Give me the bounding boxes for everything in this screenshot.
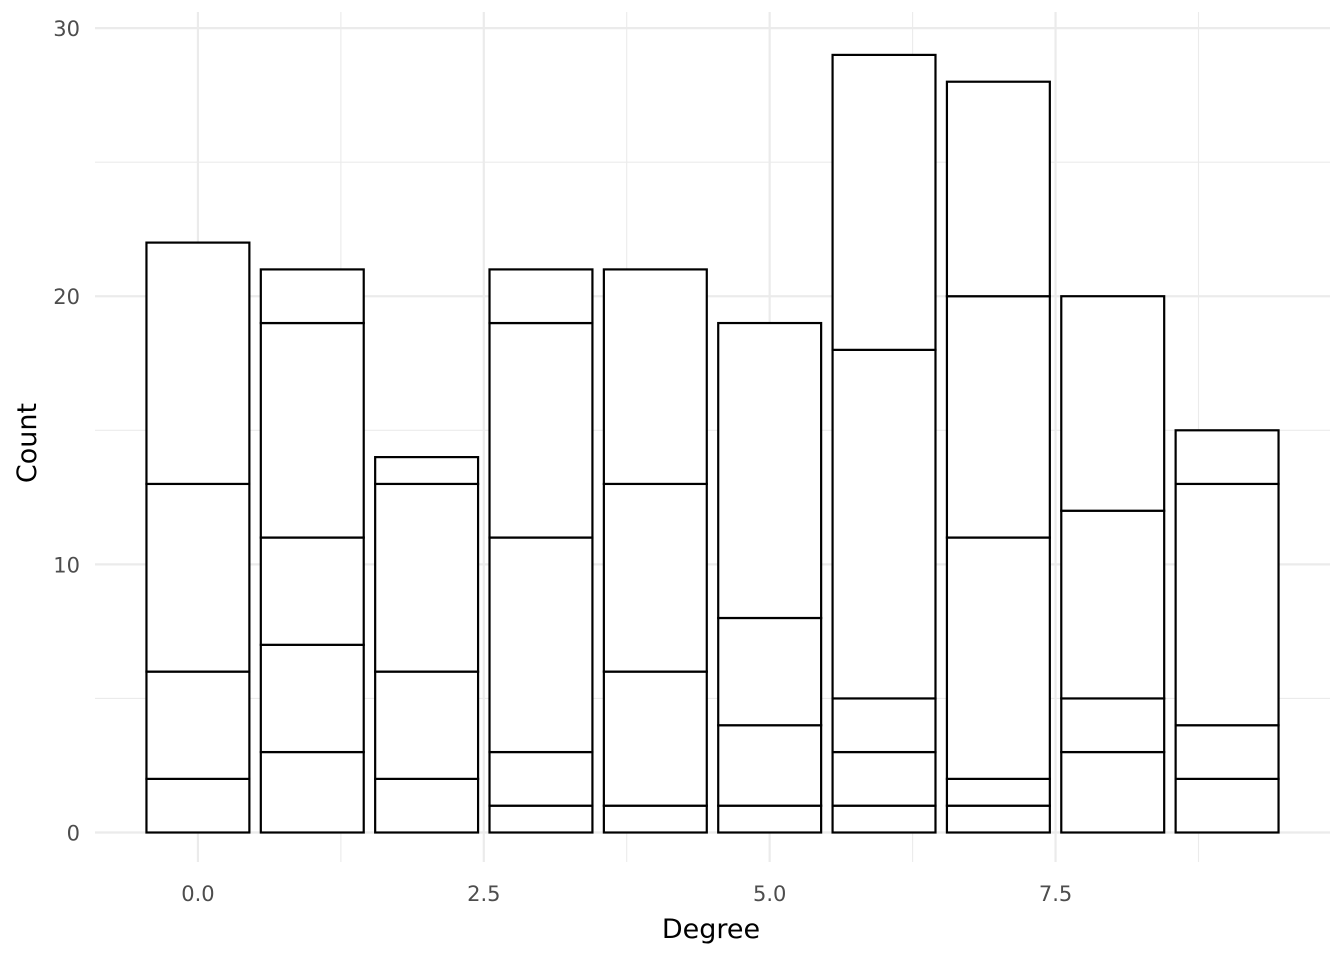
y-axis-title: Count [12, 403, 43, 483]
bar-segment [145, 670, 251, 780]
y-tick-label: 20 [53, 285, 80, 309]
bar-segment [717, 724, 823, 807]
bar-segment [717, 804, 823, 834]
bar-segment [1060, 295, 1166, 512]
x-tick-label: 7.5 [1039, 882, 1072, 906]
bar-segment [488, 321, 594, 539]
bar-segment [831, 750, 937, 807]
bar-segment [145, 241, 251, 486]
bar-segment [1174, 777, 1280, 834]
bar-segment [374, 777, 480, 834]
y-tick-label: 10 [53, 553, 80, 577]
bar-segment [945, 804, 1051, 834]
bar-segment [488, 536, 594, 754]
bar-segment [717, 616, 823, 727]
bar-segment [259, 643, 365, 754]
bar-segment [488, 750, 594, 807]
bar-segment [374, 670, 480, 780]
bar-segment [717, 321, 823, 620]
bar-segment [831, 53, 937, 351]
bar-segment [945, 80, 1051, 298]
x-tick-label: 2.5 [467, 882, 500, 906]
bar-segment [945, 777, 1051, 807]
bar-segment [602, 804, 708, 834]
y-tick-labels: 0 10 20 30 [53, 17, 80, 845]
bar-segment [602, 670, 708, 807]
bar-segment [145, 482, 251, 673]
bar-segment [1174, 724, 1280, 780]
bar-segment [1060, 750, 1166, 834]
bar-segment [1060, 509, 1166, 700]
bar-segment [1174, 482, 1280, 727]
bar-segment [831, 804, 937, 834]
bar-segment [602, 482, 708, 673]
bar-segment [831, 348, 937, 700]
bar-segment [374, 482, 480, 673]
bar-segment [1060, 697, 1166, 754]
bar-segment [831, 697, 937, 754]
bar-segment [1174, 429, 1280, 486]
bars-layer [145, 53, 1280, 834]
bar-segment [259, 536, 365, 646]
y-tick-label: 0 [67, 822, 80, 846]
bar-segment [945, 536, 1051, 780]
bar-segment [374, 456, 480, 486]
bar-segment [259, 321, 365, 539]
x-axis-title: Degree [662, 914, 760, 945]
bar-segment [602, 268, 708, 486]
bar-segment [259, 268, 365, 325]
x-tick-label: 5.0 [753, 882, 786, 906]
bar-segment [945, 295, 1051, 539]
x-tick-label: 0.0 [181, 882, 214, 906]
bar-segment [488, 804, 594, 834]
bar-segment [259, 750, 365, 834]
bar-segment [488, 268, 594, 325]
x-tick-labels: 0.0 2.5 5.0 7.5 [181, 882, 1072, 906]
bar-segment [145, 777, 251, 834]
y-tick-label: 30 [53, 17, 80, 41]
